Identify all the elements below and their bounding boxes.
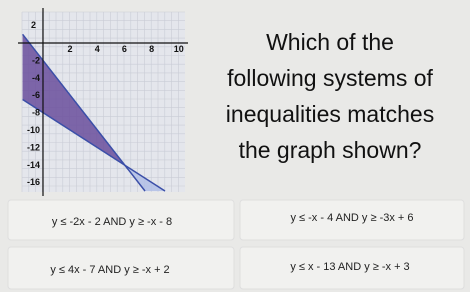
x-tick-label: 4 [95,44,100,54]
option-text[interactable]: y ≤ 4x - 7 AND y ≥ -x + 2 [50,264,169,276]
question-line: Which of the [266,29,394,55]
graph: 2 4 6 8 10 2 -2 -4 -6 -8 -10 -12 -14 -16 [18,8,188,196]
tick-labels: 2 4 6 8 10 2 -2 -4 -6 -8 -10 -12 -14 -16 [27,20,184,187]
option-button[interactable] [239,246,465,290]
y-tick-label: -12 [27,142,40,152]
x-tick-label: 10 [174,44,184,54]
y-tick-label: -4 [32,73,40,83]
answer-options: y ≤ -2x - 2 AND y ≥ -x - 8 y ≤ -x - 4 AN… [7,199,465,290]
boundary-line [22,98,166,192]
grid [21,11,185,192]
y-tick-label: -8 [32,108,40,118]
option-text[interactable]: y ≤ x - 13 AND y ≥ -x + 3 [290,261,409,273]
y-tick-label: -16 [27,177,40,187]
question-line: inequalities matches [226,101,434,127]
question-line: the graph shown? [239,137,422,163]
option-button[interactable] [7,199,235,241]
y-tick-label: 2 [31,20,36,30]
option-text[interactable]: y ≤ -x - 4 AND y ≥ -3x + 6 [290,212,413,224]
option-button[interactable] [239,199,465,241]
question-line: following systems of [227,65,433,91]
option-button[interactable] [7,246,235,290]
question: Which of the following systems of inequali… [226,29,434,163]
y-tick-label: -10 [27,125,40,135]
x-tick-label: 2 [67,44,72,54]
y-tick-label: -2 [32,55,40,65]
y-tick-label: -14 [27,160,40,170]
option-text[interactable]: y ≤ -2x - 2 AND y ≥ -x - 8 [52,216,172,228]
x-tick-label: 6 [122,44,127,54]
x-tick-label: 8 [149,44,154,54]
y-tick-label: -6 [32,90,40,100]
